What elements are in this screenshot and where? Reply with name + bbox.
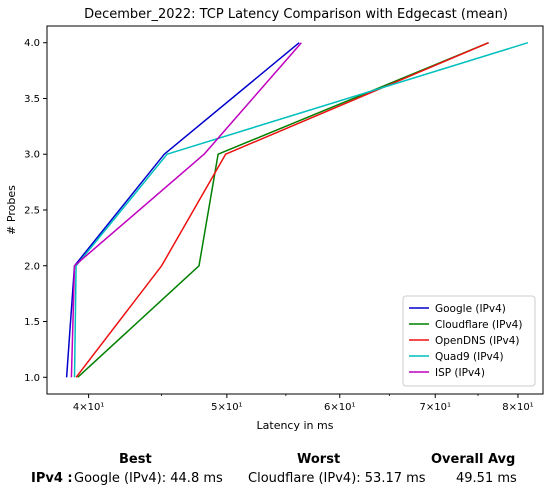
y-axis-label: # Probes	[5, 185, 18, 235]
x-tick-label: 6×10¹	[324, 402, 355, 413]
series-line-1	[65, 42, 300, 378]
legend-box	[402, 295, 536, 387]
overall-avg-header: Overall Avg	[431, 452, 516, 467]
x-tick-label: 4×10¹	[73, 402, 104, 413]
y-tick-label: 1.0	[24, 373, 40, 384]
series-line-5	[70, 42, 302, 378]
axis-ticks: 4×10¹ 5×10¹ 6×10¹ 7×10¹ 8×10¹ 1.0 1.5 2.0 2.5 3.0…	[24, 38, 534, 413]
worst-value: Cloudflare (IPv4): 53.17 ms	[248, 471, 426, 486]
worst-header: Worst	[297, 452, 341, 467]
legend-label: ISP (IPv4)	[435, 367, 485, 379]
legend-label: OpenDNS (IPv4)	[435, 335, 520, 347]
legend-label: Cloudflare (IPv4)	[435, 319, 522, 331]
x-axis-label: Latency in ms	[257, 419, 334, 432]
y-tick-label: 3.5	[24, 94, 40, 105]
series-line-2	[77, 42, 489, 378]
y-tick-label: 2.0	[24, 261, 40, 272]
chart-title: December_2022: TCP Latency Comparison wi…	[84, 7, 508, 22]
y-tick-label: 4.0	[24, 38, 40, 49]
x-tick-label: 5×10¹	[211, 402, 242, 413]
series-line-4	[73, 41, 529, 378]
legend-label: Google (IPv4)	[435, 303, 506, 315]
best-value: Google (IPv4): 44.8 ms	[74, 471, 223, 486]
legend: Google (IPv4) Cloudflare (IPv4) OpenDNS (I…	[402, 295, 536, 387]
legend-label: Quad9 (IPv4)	[435, 351, 504, 363]
y-tick-label: 1.5	[24, 317, 40, 328]
overall-avg-value: 49.51 ms	[456, 471, 517, 486]
best-header: Best	[119, 452, 152, 467]
series-line-3	[75, 42, 489, 378]
x-tick-label: 7×10¹	[420, 402, 451, 413]
y-tick-label: 3.0	[24, 150, 40, 161]
plot-frame	[46, 25, 544, 395]
x-tick-label: 8×10¹	[502, 402, 533, 413]
series-lines	[65, 41, 529, 378]
ipv4-row-label: IPv4 :	[31, 471, 73, 486]
y-tick-label: 2.5	[24, 206, 40, 217]
